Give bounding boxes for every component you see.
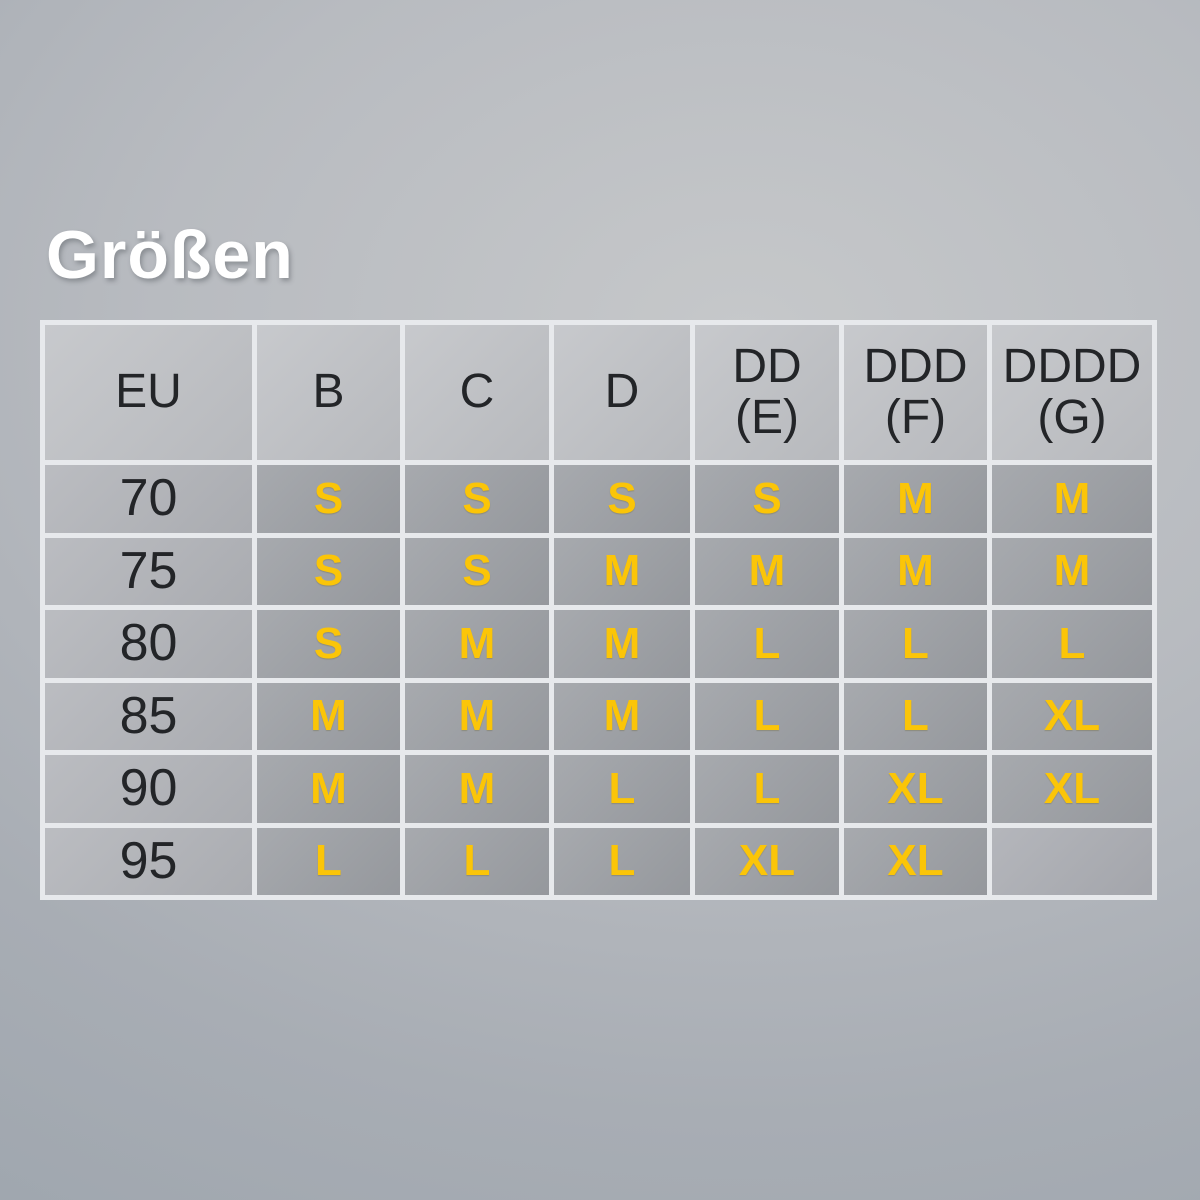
header-cell-c: C bbox=[405, 325, 549, 460]
size-cell: XL bbox=[844, 827, 987, 895]
size-table: EU B C D DD (E) DDD (F) DDDD (G) 70 S S S S M M 75 S S M M M M 8… bbox=[40, 320, 1157, 900]
header-cell-eu: EU bbox=[45, 325, 252, 460]
size-cell: M bbox=[554, 610, 690, 678]
header-cell-dddd: DDDD (G) bbox=[992, 325, 1152, 460]
size-cell: S bbox=[257, 537, 400, 605]
header-sublabel: (G) bbox=[1037, 390, 1107, 444]
header-label: B bbox=[312, 365, 345, 419]
header-label: EU bbox=[115, 365, 182, 419]
size-cell: S bbox=[405, 537, 549, 605]
size-cell: M bbox=[257, 682, 400, 750]
header-cell-ddd: DDD (F) bbox=[844, 325, 987, 460]
size-cell: S bbox=[257, 610, 400, 678]
size-cell: L bbox=[554, 755, 690, 823]
eu-cell: 85 bbox=[45, 682, 252, 750]
size-cell: M bbox=[992, 537, 1152, 605]
size-cell: L bbox=[257, 827, 400, 895]
size-cell: M bbox=[257, 755, 400, 823]
size-cell: M bbox=[405, 755, 549, 823]
size-cell: XL bbox=[844, 755, 987, 823]
size-cell: XL bbox=[992, 682, 1152, 750]
size-cell: M bbox=[844, 465, 987, 533]
size-cell: M bbox=[554, 682, 690, 750]
empty-cell bbox=[992, 827, 1152, 895]
header-cell-d: D bbox=[554, 325, 690, 460]
size-cell: S bbox=[695, 465, 839, 533]
header-cell-dd: DD (E) bbox=[695, 325, 839, 460]
size-cell: M bbox=[844, 537, 987, 605]
size-cell: M bbox=[554, 537, 690, 605]
size-cell: L bbox=[695, 610, 839, 678]
size-cell: M bbox=[405, 682, 549, 750]
header-label: C bbox=[459, 365, 495, 419]
size-cell: L bbox=[695, 682, 839, 750]
eu-cell: 95 bbox=[45, 827, 252, 895]
size-cell: L bbox=[844, 610, 987, 678]
size-cell: M bbox=[695, 537, 839, 605]
size-cell: XL bbox=[695, 827, 839, 895]
size-cell: L bbox=[844, 682, 987, 750]
eu-cell: 70 bbox=[45, 465, 252, 533]
size-cell: M bbox=[992, 465, 1152, 533]
header-label: D bbox=[604, 365, 640, 419]
size-cell: L bbox=[554, 827, 690, 895]
header-label: DDDD bbox=[1002, 340, 1142, 394]
size-cell: L bbox=[695, 755, 839, 823]
size-cell: M bbox=[405, 610, 549, 678]
eu-cell: 90 bbox=[45, 755, 252, 823]
size-cell: S bbox=[257, 465, 400, 533]
header-sublabel: (E) bbox=[735, 390, 799, 444]
header-label: DD bbox=[732, 340, 802, 394]
size-cell: L bbox=[992, 610, 1152, 678]
header-cell-b: B bbox=[257, 325, 400, 460]
header-label: DDD bbox=[863, 340, 968, 394]
eu-cell: 75 bbox=[45, 537, 252, 605]
size-cell: L bbox=[405, 827, 549, 895]
eu-cell: 80 bbox=[45, 610, 252, 678]
size-cell: S bbox=[554, 465, 690, 533]
header-sublabel: (F) bbox=[884, 390, 947, 444]
size-cell: XL bbox=[992, 755, 1152, 823]
page-title: Größen bbox=[46, 217, 294, 293]
size-cell: S bbox=[405, 465, 549, 533]
